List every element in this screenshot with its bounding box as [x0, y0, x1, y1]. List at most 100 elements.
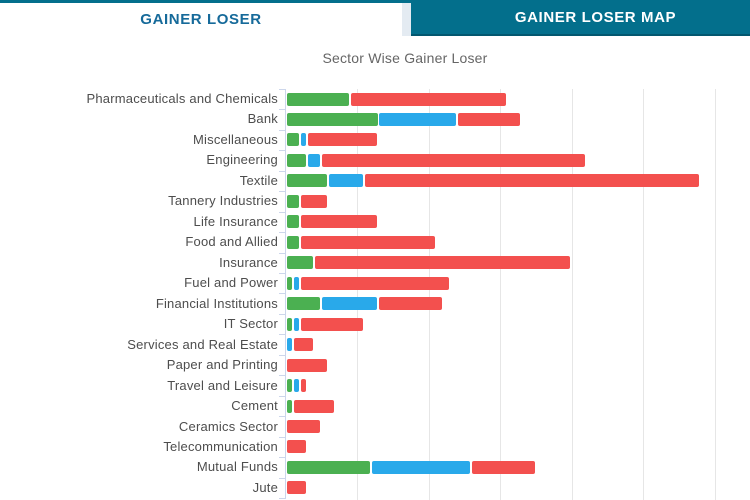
- bar-segment-loser[interactable]: [365, 174, 700, 187]
- category-label: Engineering: [206, 152, 278, 167]
- category-label: Travel and Leisure: [167, 378, 278, 393]
- bar-segment-unchanged[interactable]: [286, 338, 292, 351]
- bar-segment-unchanged[interactable]: [379, 113, 457, 126]
- axis-tick: [278, 89, 286, 90]
- category-label: Cement: [231, 398, 278, 413]
- axis-tick: [278, 355, 286, 356]
- bar-segment-loser[interactable]: [293, 338, 314, 351]
- category-label: Insurance: [219, 255, 278, 270]
- axis-tick: [278, 253, 286, 254]
- bar-segment-unchanged[interactable]: [293, 379, 299, 392]
- category-label: Paper and Printing: [166, 357, 278, 372]
- bar-segment-loser[interactable]: [300, 215, 378, 228]
- category-label: Bank: [247, 111, 278, 126]
- axis-tick: [278, 437, 286, 438]
- bar-segment-gainer[interactable]: [286, 195, 299, 208]
- bar-segment-unchanged[interactable]: [329, 174, 364, 187]
- bar-segment-loser[interactable]: [322, 154, 585, 167]
- gridline: [643, 89, 644, 500]
- gridline: [429, 89, 430, 500]
- bar-segment-loser[interactable]: [307, 133, 378, 146]
- bar-segment-loser[interactable]: [315, 256, 571, 269]
- axis-tick: [278, 273, 286, 274]
- bar-segment-gainer[interactable]: [286, 215, 299, 228]
- bar-segment-unchanged[interactable]: [293, 318, 299, 331]
- tab-bar-accent-line: [0, 0, 750, 3]
- bar-segment-loser[interactable]: [458, 113, 521, 126]
- tab-gainer-loser-map[interactable]: GAINER LOSER MAP: [411, 0, 750, 36]
- bar-segment-loser[interactable]: [286, 420, 321, 433]
- bar-segment-loser[interactable]: [300, 277, 449, 290]
- bar-segment-gainer[interactable]: [286, 318, 292, 331]
- axis-tick: [278, 191, 286, 192]
- axis-tick: [278, 212, 286, 213]
- category-label: Miscellaneous: [193, 132, 278, 147]
- bar-segment-unchanged[interactable]: [300, 133, 306, 146]
- tab-gainer-loser-label: GAINER LOSER: [140, 11, 262, 28]
- bar-segment-loser[interactable]: [472, 461, 535, 474]
- bar-segment-loser[interactable]: [286, 481, 306, 494]
- category-label: Financial Institutions: [155, 296, 278, 311]
- bar-segment-loser[interactable]: [286, 359, 328, 372]
- axis-tick: [278, 293, 286, 294]
- bar-segment-unchanged[interactable]: [372, 461, 471, 474]
- gridline: [357, 89, 358, 500]
- axis-tick: [278, 130, 286, 131]
- bar-segment-gainer[interactable]: [286, 297, 321, 310]
- category-label: Jute: [252, 480, 278, 495]
- axis-tick: [278, 416, 286, 417]
- bar-segment-gainer[interactable]: [286, 461, 371, 474]
- bar-segment-loser[interactable]: [379, 297, 442, 310]
- category-label: Pharmaceuticals and Chemicals: [86, 91, 278, 106]
- category-label: Ceramics Sector: [178, 419, 278, 434]
- bar-segment-loser[interactable]: [300, 236, 435, 249]
- bar-segment-loser[interactable]: [286, 440, 306, 453]
- axis-tick: [278, 171, 286, 172]
- tab-bar: GAINER LOSER GAINER LOSER MAP: [0, 0, 750, 36]
- bar-segment-loser[interactable]: [300, 318, 364, 331]
- category-label: Telecommunication: [163, 439, 278, 454]
- bar-segment-gainer[interactable]: [286, 133, 299, 146]
- bar-segment-loser[interactable]: [350, 93, 507, 106]
- category-label: Services and Real Estate: [127, 337, 278, 352]
- bar-segment-loser[interactable]: [300, 379, 306, 392]
- bar-segment-gainer[interactable]: [286, 277, 292, 290]
- axis-tick: [278, 232, 286, 233]
- axis-tick: [278, 314, 286, 315]
- bar-segment-gainer[interactable]: [286, 154, 306, 167]
- category-label: Food and Allied: [185, 234, 278, 249]
- gridline: [500, 89, 501, 500]
- tab-gainer-loser[interactable]: GAINER LOSER: [0, 3, 402, 36]
- category-label: Fuel and Power: [184, 275, 278, 290]
- axis-tick: [278, 334, 286, 335]
- bar-segment-unchanged[interactable]: [322, 297, 378, 310]
- chart-title: Sector Wise Gainer Loser: [322, 50, 488, 66]
- category-label: Tannery Industries: [168, 193, 278, 208]
- gridline: [572, 89, 573, 500]
- axis-tick: [278, 375, 286, 376]
- bar-segment-loser[interactable]: [293, 400, 335, 413]
- axis-tick: [278, 396, 286, 397]
- gridline: [715, 89, 716, 500]
- axis-tick: [278, 498, 286, 499]
- axis-tick: [278, 109, 286, 110]
- y-axis-line: [285, 89, 286, 499]
- bar-segment-loser[interactable]: [300, 195, 328, 208]
- bar-segment-gainer[interactable]: [286, 93, 349, 106]
- category-label: IT Sector: [223, 316, 278, 331]
- axis-tick: [278, 478, 286, 479]
- bar-segment-unchanged[interactable]: [307, 154, 321, 167]
- axis-tick: [278, 457, 286, 458]
- bar-segment-gainer[interactable]: [286, 174, 328, 187]
- bar-segment-gainer[interactable]: [286, 236, 299, 249]
- category-label: Mutual Funds: [196, 459, 278, 474]
- tab-divider: [402, 3, 411, 36]
- bar-segment-gainer[interactable]: [286, 256, 314, 269]
- bar-segment-gainer[interactable]: [286, 379, 292, 392]
- axis-tick: [278, 150, 286, 151]
- bar-segment-unchanged[interactable]: [293, 277, 299, 290]
- bar-segment-gainer[interactable]: [286, 113, 378, 126]
- bar-segment-gainer[interactable]: [286, 400, 292, 413]
